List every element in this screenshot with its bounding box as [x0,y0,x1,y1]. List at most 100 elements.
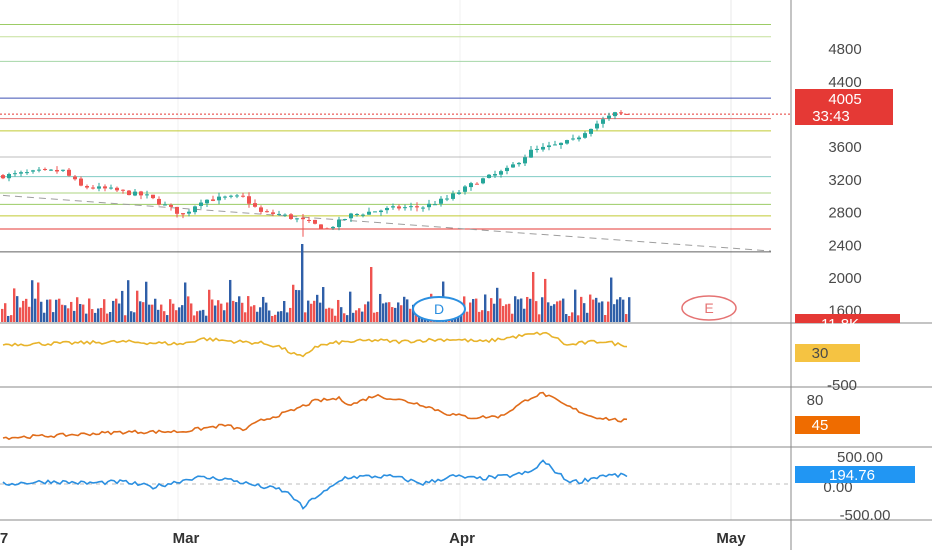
volume-bar-46 [139,301,142,322]
volume-bar-78 [235,302,238,322]
volume-bar-19 [58,298,61,322]
volume-bar-199 [598,302,601,322]
candle-body-100 [601,119,605,124]
volume-value-label: 11.8K [821,316,859,333]
volume-bar-97 [292,284,295,322]
indicator-3-line [2,459,628,510]
volume-bar-181 [544,278,547,322]
indicator-3-badge: 194.76 [795,466,915,484]
volume-bar-103 [310,303,313,322]
volume-bar-69 [208,289,211,322]
volume-bar-198 [595,297,598,322]
candle-body-99 [595,123,599,129]
volume-bar-12 [37,282,40,322]
volume-bar-6 [19,307,22,322]
volume-bar-94 [283,300,286,322]
volume-bar-111 [334,315,337,322]
candle-body-51 [307,219,311,221]
volume-bar-175 [526,296,529,322]
volume-bar-155 [466,311,469,322]
volume-bar-114 [343,313,346,322]
volume-bar-38 [115,298,118,322]
candle-body-18 [109,187,113,189]
volume-bar-191 [574,289,577,322]
candle-body-82 [493,174,497,176]
volume-bar-32 [97,308,100,322]
candle-body-8 [49,169,53,171]
price-tick-0: 4800 [828,41,861,58]
candle-body-43 [259,207,263,212]
volume-bar-45 [136,290,139,322]
candle-body-87 [523,157,527,164]
volume-bar-75 [226,302,229,322]
volume-bar-83 [250,306,253,322]
indicator-3-tick-top: 500.00 [837,449,883,466]
volume-bar-106 [319,302,322,322]
earnings-marker[interactable]: E [681,295,737,321]
volume-bar-170 [511,313,514,322]
volume-bar-55 [166,315,169,322]
indicator-2-line [2,391,628,441]
indicator-2-pane [2,391,628,441]
volume-bar-158 [475,298,478,322]
volume-bar-3 [10,315,13,322]
volume-bar-168 [505,304,508,322]
candle-body-71 [427,203,431,208]
candle-body-92 [553,144,557,146]
candle-body-17 [103,186,107,189]
volume-bar-14 [43,312,46,322]
volume-bar-125 [376,311,379,322]
indicator-3-pane [0,459,791,510]
volume-bar-62 [187,296,190,322]
candle-body-41 [247,196,251,204]
volume-bar-40 [121,290,124,322]
volume-bar-132 [397,302,400,322]
volume-bar-73 [220,303,223,322]
volume-bar-195 [586,312,589,322]
candle-body-46 [277,213,281,215]
candle-body-5 [31,170,35,172]
dividend-marker[interactable]: D [412,296,466,322]
volume-bar-105 [316,294,319,322]
candle-body-52 [313,219,317,224]
volume-bar-113 [340,307,343,322]
candle-body-32 [193,206,197,213]
volume-bar-184 [553,304,556,322]
volume-bar-156 [469,302,472,322]
candle-body-38 [229,195,233,197]
volume-bar-66 [199,310,202,322]
volume-bar-100 [301,244,304,322]
candle-body-28 [169,204,173,207]
candle-body-15 [91,187,95,189]
volume-bar-200 [601,301,604,322]
volume-bar-171 [514,296,517,322]
indicator-1-tick: -500 [827,377,857,394]
volume-bars [1,244,631,322]
candle-body-1 [7,174,11,179]
candle-body-39 [235,195,239,197]
candle-body-60 [361,214,365,216]
volume-bar-13 [40,301,43,322]
volume-bar-173 [520,298,523,322]
candle-body-26 [157,198,161,205]
volume-bar-121 [364,304,367,322]
time-axis[interactable]: 7 Mar Apr May [0,530,746,547]
candle-body-65 [391,206,395,208]
time-tick-mar: Mar [173,530,200,547]
candle-body-80 [481,178,485,184]
candle-body-73 [439,198,443,204]
volume-bar-39 [118,303,121,322]
candle-body-69 [415,206,419,208]
candle-body-78 [469,183,473,188]
volume-bar-57 [172,303,175,322]
volume-bar-118 [355,310,358,322]
candle-body-85 [511,164,515,168]
volume-bar-196 [589,294,592,322]
candle-body-64 [385,207,389,211]
volume-bar-190 [571,312,574,322]
volume-bar-128 [385,302,388,322]
volume-bar-206 [619,297,622,322]
candle-body-68 [409,206,413,208]
price-tick-2: 3600 [828,139,861,156]
